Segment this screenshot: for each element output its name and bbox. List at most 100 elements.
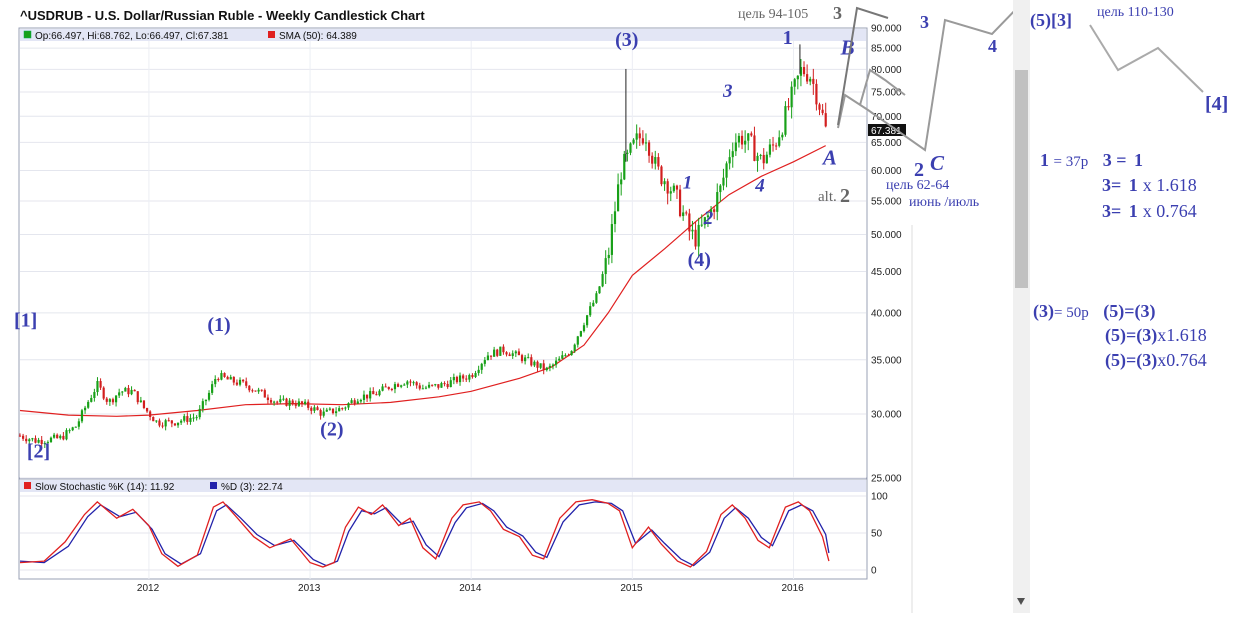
candle-body	[672, 185, 675, 192]
candle-body	[108, 399, 111, 402]
calc1-wave3: 3	[1103, 150, 1112, 170]
candle-body	[294, 404, 297, 406]
candle-body	[220, 373, 223, 380]
alt-prefix: alt.	[818, 189, 837, 205]
candle-body	[328, 408, 331, 410]
candle-body	[790, 86, 793, 108]
candle-body	[449, 380, 452, 388]
candle-body	[682, 212, 685, 217]
price-panel	[18, 27, 868, 479]
candle-body	[793, 79, 796, 87]
candle-body	[737, 135, 741, 143]
candle-body	[303, 401, 307, 404]
candle-body	[533, 361, 536, 366]
price-y-tick: 35.000	[871, 355, 902, 366]
candle-body	[149, 411, 152, 417]
x-tick-label: 2012	[137, 583, 160, 594]
candle-body	[74, 426, 77, 428]
candle-body	[511, 353, 514, 356]
candle-body	[688, 213, 691, 232]
candle-body	[207, 392, 211, 400]
price-grid	[20, 41, 866, 479]
candle-body	[319, 410, 322, 416]
candle-body	[644, 142, 648, 144]
candle-body	[375, 394, 378, 396]
x-tick-label: 2014	[459, 583, 482, 594]
projection-line-alt	[859, 68, 906, 106]
candle-body	[43, 443, 46, 445]
candle-body	[152, 416, 155, 422]
candle-body	[567, 355, 570, 357]
candle-body	[616, 184, 620, 212]
candle-body	[666, 181, 669, 194]
candle-body	[344, 407, 347, 409]
candle-body	[260, 389, 263, 391]
candle-body	[778, 137, 781, 146]
candle-body	[750, 133, 753, 136]
candle-body	[564, 355, 567, 357]
candle-body	[647, 142, 651, 156]
candle-body	[545, 367, 548, 371]
projection-line-main	[837, 2, 1023, 152]
wave-label: [2]	[27, 441, 50, 463]
candle-body	[812, 78, 815, 84]
candle-body	[517, 351, 521, 356]
scroll-down-arrow-icon[interactable]	[1017, 598, 1025, 605]
wave-label: 1	[783, 27, 793, 49]
candle-body	[192, 417, 195, 419]
ohlc-legend: Op:66.497, Hi:68.762, Lo:66.497, Cl:67.3…	[35, 31, 229, 42]
calc1-wave1b: 1	[1134, 150, 1143, 170]
candle-body	[725, 163, 728, 178]
candle-body	[524, 357, 527, 362]
candle-body	[629, 143, 632, 153]
candle-body	[744, 140, 747, 145]
candle-body	[83, 407, 87, 411]
candle-body	[573, 344, 576, 351]
candle-body	[307, 401, 310, 408]
candle-body	[660, 166, 663, 185]
candle-body	[669, 191, 672, 194]
candle-body	[322, 411, 325, 416]
candle-body	[291, 400, 294, 405]
candle-body	[362, 394, 366, 400]
page-scrollbar-thumb[interactable]	[1015, 70, 1028, 288]
candle-body	[381, 386, 384, 391]
candle-body	[338, 408, 341, 412]
candle-body	[257, 389, 260, 392]
candle-body	[555, 360, 558, 365]
candle-body	[161, 425, 164, 427]
price-y-tick: 25.000	[871, 474, 902, 485]
candle-body	[102, 387, 105, 399]
candle-body	[276, 401, 279, 403]
candle-body	[784, 106, 787, 135]
candle-body	[663, 181, 666, 185]
stoch-k-legend: Slow Stochastic %K (14): 11.92	[35, 482, 175, 493]
candle-body	[558, 358, 561, 361]
candle-body	[709, 209, 713, 216]
candle-body	[269, 400, 273, 403]
candle-body	[759, 154, 762, 156]
candle-body	[313, 407, 316, 411]
calc-line-6: (5)=(3)x0.764	[1105, 350, 1207, 371]
candle-body	[37, 439, 40, 443]
candle-body	[437, 384, 440, 388]
candle-body	[542, 363, 545, 371]
candle-body	[238, 379, 242, 385]
candle-body	[520, 355, 524, 362]
candle-body	[34, 438, 37, 443]
candle-body	[347, 403, 350, 408]
candle-body	[434, 384, 437, 386]
candle-body	[496, 349, 499, 356]
projection-line-high	[837, 6, 889, 126]
wave-label: [1]	[14, 309, 37, 331]
candle-body	[530, 357, 533, 366]
price-y-tick: 30.000	[871, 409, 902, 420]
candle-body	[486, 355, 490, 361]
candle-body	[387, 386, 390, 389]
candle-body	[678, 189, 682, 217]
candle-body	[539, 363, 542, 368]
candle-body	[263, 390, 266, 398]
candle-body	[607, 254, 610, 259]
